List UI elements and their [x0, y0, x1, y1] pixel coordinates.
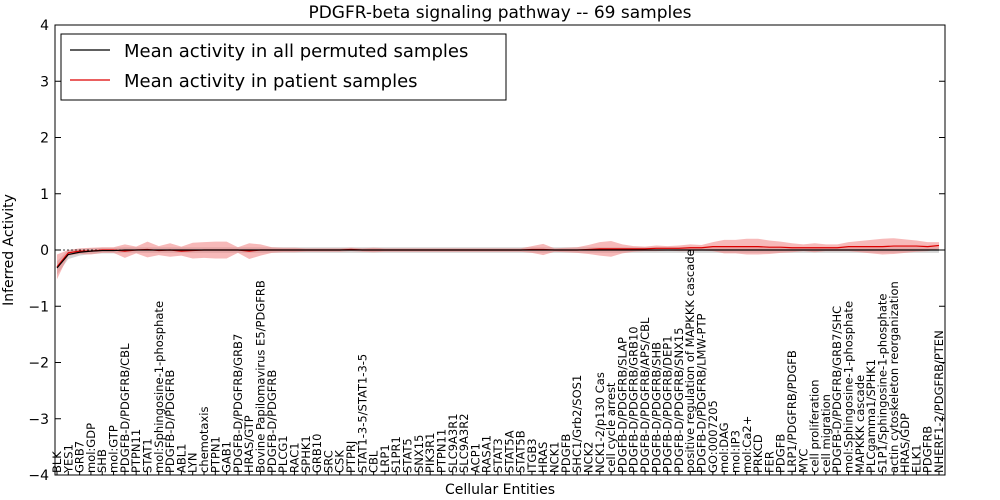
y-tick-label: 4 — [40, 18, 49, 34]
series-band-1 — [57, 238, 939, 280]
x-tick-label: PDGFB-D/PDGFRB — [163, 370, 177, 473]
y-tick-label: 1 — [40, 187, 49, 203]
x-tick-label: PTPRJ — [344, 441, 358, 473]
x-tick-label: RASA1 — [480, 435, 494, 473]
x-tick-label: PDGFB — [559, 434, 573, 473]
x-tick-label: NCK2 — [581, 442, 595, 474]
x-tick-label: GO:0007205 — [706, 400, 720, 473]
y-tick-label: −3 — [28, 412, 49, 428]
x-tick-label: PDGFB-D/PDGFRB/SHB — [649, 342, 663, 473]
x-tick-label: LRP1/PDGFRB/PDGFB — [785, 350, 799, 473]
x-tick-label: S1P1/Sphingosine-1-phosphate — [875, 294, 889, 473]
series-line-0 — [56, 249, 939, 269]
x-tick-label: NCK1-2/p130 Cas — [593, 372, 607, 473]
x-tick-label: PDGFB-D/PDGFRB/GRB7 — [231, 334, 245, 473]
x-tick-label: STAT3 — [491, 438, 505, 473]
x-tick-label: HRAS/GTP — [242, 415, 256, 473]
x-tick-label: SLC9A3R2 — [457, 413, 471, 473]
x-tick-label: S1PR1 — [389, 436, 403, 473]
x-tick-label: cell cycle arrest — [604, 382, 618, 473]
legend-label-permuted: Mean activity in all permuted samples — [124, 41, 468, 62]
x-tick-label: ABL1 — [174, 444, 188, 473]
x-tick-label: SPHK1 — [299, 435, 313, 473]
x-tick-label: PIK3R1 — [423, 433, 437, 474]
x-tick-label: GRB7 — [73, 441, 87, 473]
y-axis-label: Inferred Activity — [1, 194, 17, 306]
x-tick-label: mol:DAG — [717, 422, 731, 473]
x-tick-label: SHB — [95, 449, 109, 473]
x-tick-label: actin cytoskeleton reorganization — [887, 281, 901, 473]
x-tick-label: PDGFB — [774, 434, 788, 473]
x-tick-label: SNX15 — [412, 435, 426, 473]
x-tick-label: GAB1 — [220, 441, 234, 473]
x-tick-label: HRAS/GDP — [898, 413, 912, 473]
x-tick-label: STAT5B — [514, 430, 528, 473]
x-tick-label: ITGB3 — [525, 438, 539, 473]
x-tick-label: MYC — [796, 449, 810, 473]
x-tick-label: FER — [762, 451, 776, 473]
x-tick-label: LRP1 — [378, 444, 392, 473]
x-tick-label: PTPN11 — [129, 429, 143, 473]
x-tick-label: MAPKKK cascade — [853, 375, 867, 473]
x-tick-label: positive regulation of MAPKKK cascade — [683, 249, 697, 473]
x-tick-label: mol:Ca2+ — [740, 416, 754, 473]
x-tick-label: SRC — [321, 450, 335, 473]
x-tick-label: SHC1/Grb2/SOS1 — [570, 375, 584, 473]
y-tick-label: 3 — [40, 74, 49, 90]
x-tick-label: mol:GDP — [84, 423, 98, 473]
x-tick-label: PDGFB-D/PDGFRB/SLAP — [615, 337, 629, 473]
legend-label-patient: Mean activity in patient samples — [124, 71, 418, 92]
x-tick-label: mol:IP3 — [728, 430, 742, 473]
x-tick-label: mol:Sphingosine-1-phosphate — [842, 301, 856, 473]
x-tick-label: PDGFRB — [921, 426, 935, 473]
x-tick-label: PRKCD — [751, 434, 765, 473]
x-tick-label: GRB10 — [310, 434, 324, 473]
x-tick-label: PDGFB-D/PDGFRB/LMW-PTP — [695, 314, 709, 473]
x-tick-label: mol:Sphingosine-1-phosphate — [152, 301, 166, 473]
x-tick-label: PTPN1 — [208, 436, 222, 473]
x-tick-label: ACP1 — [468, 443, 482, 473]
x-tick-label: PDGFB-D/PDGFRB/GRB7/SHC — [830, 306, 844, 473]
y-tick-label: −2 — [28, 356, 49, 372]
x-tick-label: PDGFB-D/PDGFRB/SNX15 — [672, 327, 686, 473]
legend: Mean activity in all permuted samples Me… — [60, 33, 507, 101]
x-tick-label: SLC9A3R1 — [446, 413, 460, 473]
x-tick-label: PLCgamma1/SPHK1 — [864, 359, 878, 473]
x-tick-label: cell migration — [819, 394, 833, 473]
x-tick-label: CBL — [367, 450, 381, 473]
x-axis-label: Cellular Entities — [445, 482, 555, 498]
x-tick-label: NCK1 — [548, 442, 562, 474]
x-tick-label: cell proliferation — [808, 379, 822, 473]
x-tick-label: PDGFB-D/PDGFRB/DEP1 — [661, 335, 675, 473]
x-tick-label: STAT5A — [502, 430, 516, 473]
chart-title: PDGFR-beta signaling pathway -- 69 sampl… — [308, 3, 691, 23]
x-tick-label: BLK — [50, 451, 64, 473]
x-tick-label: STAT1 — [140, 438, 154, 473]
x-tick-label: PLCG1 — [276, 435, 290, 473]
y-tick-label: −1 — [28, 299, 49, 315]
x-tick-label: CSK — [333, 450, 347, 473]
x-tick-label: NHERF1-2/PDGFRB/PTEN — [932, 330, 946, 473]
x-tick-label: chemotaxis — [197, 407, 211, 473]
plot-area: −4 −3 −2 −1 0 1 2 3 4 BLKYES1GRB7mol:GDPSHBmol:GT… — [28, 18, 946, 484]
x-tick-label: LYN — [186, 452, 200, 473]
x-tick-label: ELK1 — [909, 444, 923, 473]
y-tick-label: 0 — [40, 243, 49, 259]
x-tick-label: Bovine Papilomavirus E5/PDGFRB — [254, 280, 268, 473]
x-tick-label: PDGFB-D/PDGFRB/APS/CBL — [638, 317, 652, 473]
x-tick-label: YES1 — [61, 444, 75, 474]
x-tick-label: RAC1 — [287, 442, 301, 473]
x-tick-label: PDGFB-D/PDGFRB — [265, 370, 279, 473]
x-tick-label: PTPN11 — [434, 429, 448, 473]
x-tick-label: STAT5 — [401, 438, 415, 473]
y-tick-label: −4 — [28, 468, 49, 484]
y-tick-label: 2 — [40, 131, 49, 147]
x-tick-label: PDGFB-D/PDGFRB/CBL — [118, 343, 132, 473]
x-tick-label: STAT1-3-5/STAT1-3-5 — [355, 354, 369, 473]
x-tick-label: PDGFB-D/PDGFRB/GRB10 — [627, 326, 641, 473]
x-tick-label: mol:GTP — [107, 425, 121, 473]
legend-box — [60, 33, 507, 101]
x-tick-label: HRAS — [536, 442, 550, 473]
